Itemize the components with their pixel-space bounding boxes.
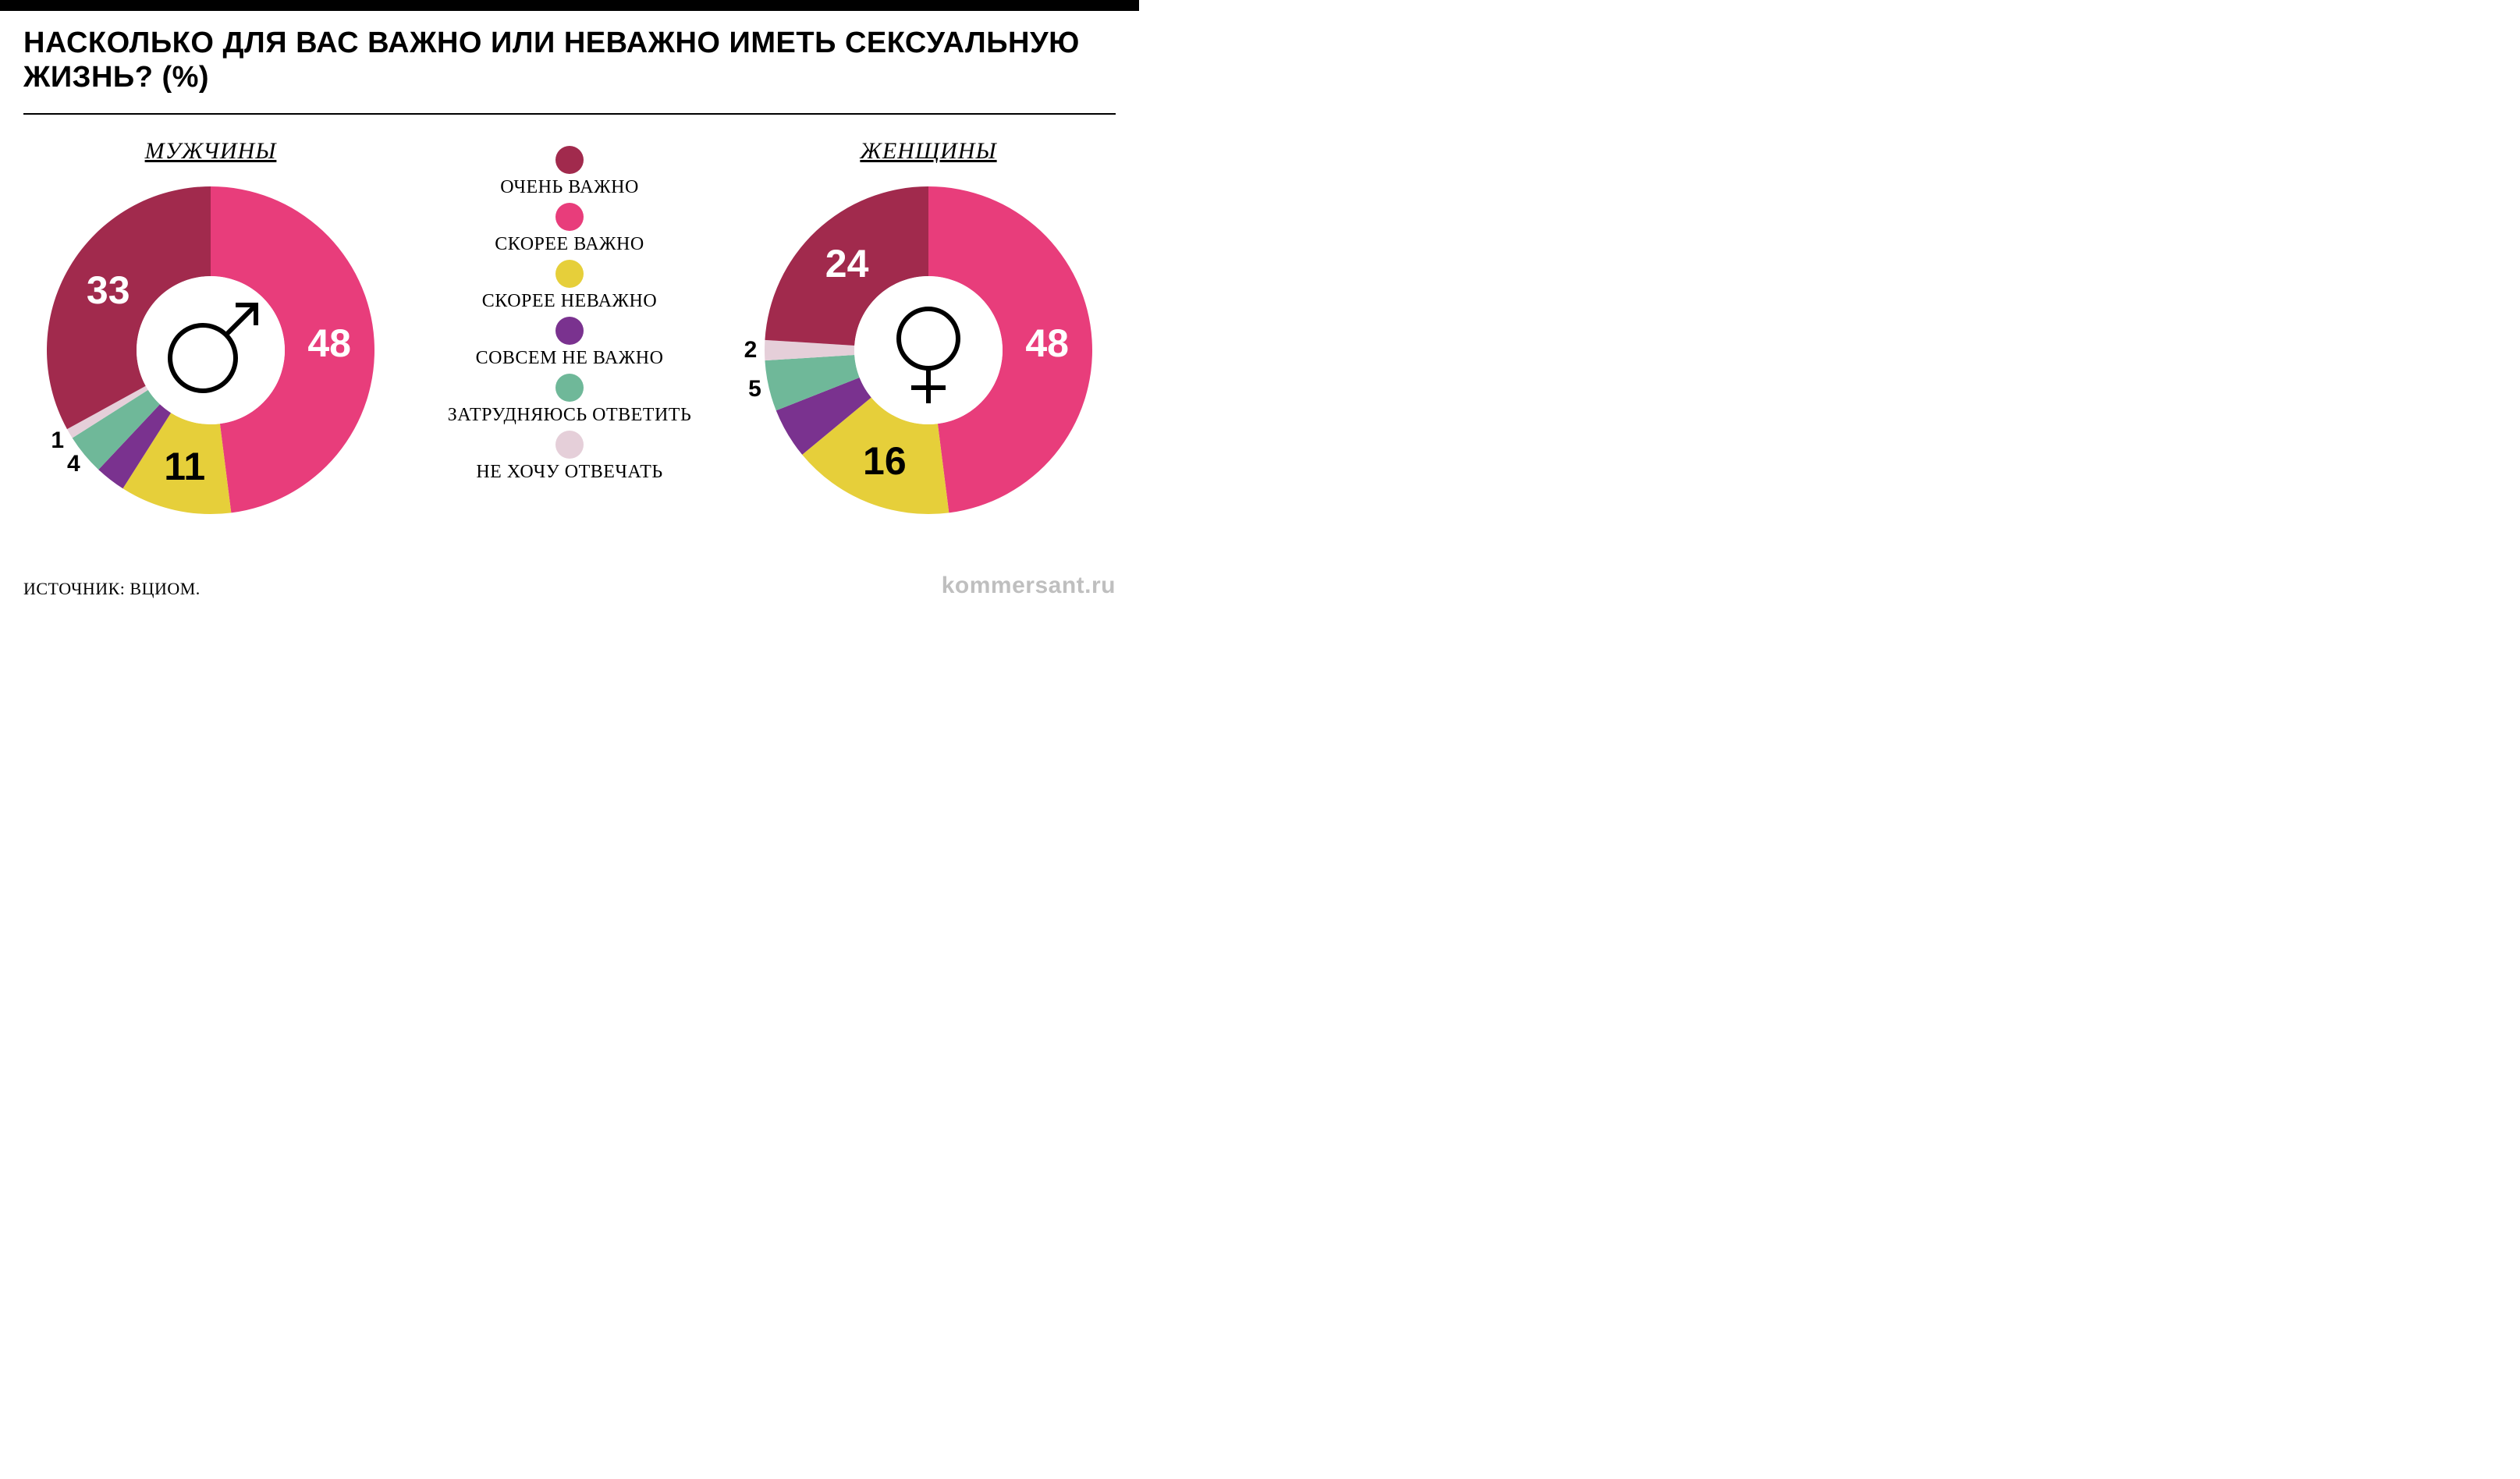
footer-row: ИСТОЧНИК: ВЦИОМ. kommersant.ru xyxy=(0,573,1139,608)
donut-value-label: 4 xyxy=(67,451,80,477)
donut-value-label: 48 xyxy=(1025,321,1069,366)
chart-men-title: МУЖЧИНЫ xyxy=(145,138,277,165)
legend-label: ОЧЕНЬ ВАЖНО xyxy=(500,177,639,198)
legend-item: СКОРЕЕ ВАЖНО xyxy=(495,203,644,255)
legend-item: СКОРЕЕ НЕВАЖНО xyxy=(482,260,657,312)
chart-men-col: МУЖЧИНЫ 48 11 341 33 xyxy=(23,138,398,522)
legend-label: НЕ ХОЧУ ОТВЕЧАТЬ xyxy=(476,462,662,483)
legend-item: СОВСЕМ НЕ ВАЖНО xyxy=(476,317,664,369)
legend-item: ОЧЕНЬ ВАЖНО xyxy=(500,146,639,198)
donut-value-label: 16 xyxy=(863,438,907,484)
chart-women-col: ЖЕНЩИНЫ 48 16 55 2 24 xyxy=(741,138,1116,522)
donut-value-label: 33 xyxy=(87,268,130,313)
chart-women-title: ЖЕНЩИНЫ xyxy=(860,138,996,165)
donut-value-label: 1 xyxy=(51,427,64,454)
legend-dot xyxy=(555,374,584,402)
legend-item: НЕ ХОЧУ ОТВЕЧАТЬ xyxy=(476,431,662,483)
legend-label: СКОРЕЕ НЕВАЖНО xyxy=(482,291,657,312)
donut-value-label: 24 xyxy=(825,241,869,286)
donut-women: 481655224 xyxy=(757,179,1100,522)
main-title: НАСКОЛЬКО ДЛЯ ВАС ВАЖНО ИЛИ НЕВАЖНО ИМЕТ… xyxy=(23,27,1116,94)
infographic-container: НАСКОЛЬКО ДЛЯ ВАС ВАЖНО ИЛИ НЕВАЖНО ИМЕТ… xyxy=(0,0,1139,608)
donut-value-label: 48 xyxy=(307,321,351,366)
donut-value-label: 3 xyxy=(95,478,108,505)
legend-item: ЗАТРУДНЯЮСЬ ОТВЕТИТЬ xyxy=(448,374,691,426)
title-block: НАСКОЛЬКО ДЛЯ ВАС ВАЖНО ИЛИ НЕВАЖНО ИМЕТ… xyxy=(0,11,1139,102)
legend-dot xyxy=(555,260,584,288)
donut-value-label: 5 xyxy=(768,427,782,454)
watermark: kommersant.ru xyxy=(942,573,1116,599)
top-bar xyxy=(0,0,1139,11)
donut-value-label: 11 xyxy=(164,444,205,489)
charts-row: МУЖЧИНЫ 48 11 341 33 ОЧЕНЬ ВАЖНО СКОРЕЕ ВАЖН… xyxy=(0,115,1139,536)
legend-dot xyxy=(555,146,584,174)
donut-value-label: 2 xyxy=(744,337,758,364)
legend-dot xyxy=(555,317,584,345)
legend-label: СОВСЕМ НЕ ВАЖНО xyxy=(476,348,664,369)
source-text: ИСТОЧНИК: ВЦИОМ. xyxy=(23,579,201,599)
legend-dot xyxy=(555,431,584,459)
legend-dot xyxy=(555,203,584,231)
legend-label: СКОРЕЕ ВАЖНО xyxy=(495,234,644,255)
legend: ОЧЕНЬ ВАЖНО СКОРЕЕ ВАЖНО СКОРЕЕ НЕВАЖНО СОВ… xyxy=(398,138,741,483)
donut-value-label: 5 xyxy=(748,376,761,403)
legend-label: ЗАТРУДНЯЮСЬ ОТВЕТИТЬ xyxy=(448,405,691,426)
donut-men: 48 11 341 33 xyxy=(39,179,382,522)
